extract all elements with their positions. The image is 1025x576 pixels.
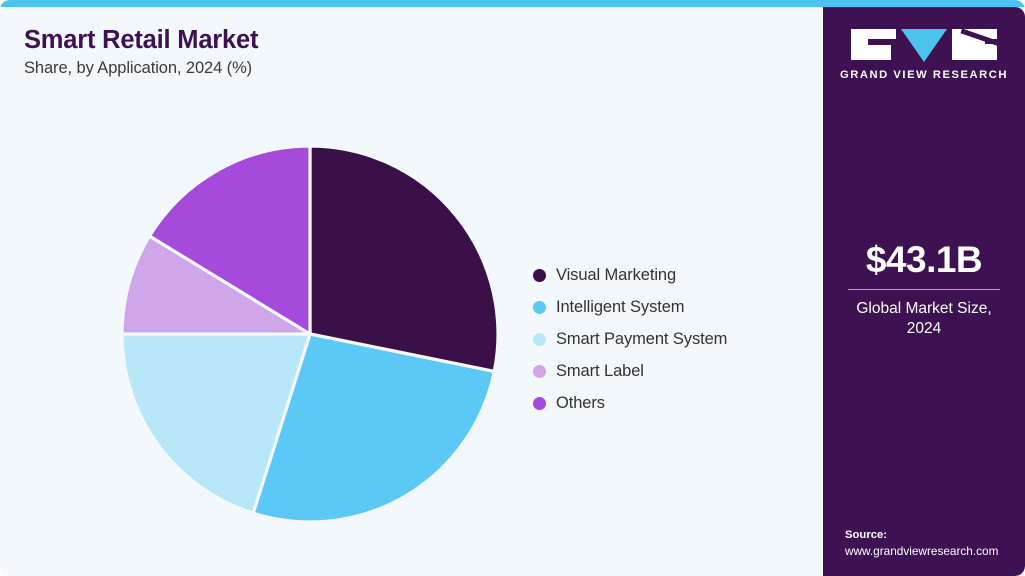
title-block: Smart Retail Market Share, by Applicatio… [24,26,258,78]
legend-swatch-icon [533,300,546,314]
legend-item[interactable]: Smart Payment System [533,323,727,355]
page-title: Smart Retail Market [24,26,259,54]
logo-letter-g-icon [851,29,896,60]
logo-wordmark: GRAND VIEW RESEARCH [839,69,1009,81]
stat-caption: Global Market Size, 2024 [856,299,992,337]
logo-marks [823,29,1025,62]
logo-letter-v-triangle-icon [901,29,947,62]
legend-swatch-icon [533,332,546,346]
source-url: www.grandviewresearch.com [845,543,999,558]
legend-swatch-icon [533,364,546,378]
top-accent-bar [0,0,1025,7]
pie-slice[interactable] [251,332,496,524]
chart-panel: Smart Retail Market Share, by Applicatio… [0,7,823,576]
pie-slice[interactable] [120,332,312,515]
pie-slice[interactable] [120,234,312,336]
pie-slice[interactable] [308,144,500,374]
brand-panel: GRAND VIEW RESEARCH $43.1B Global Market… [823,7,1025,576]
grand-view-research-logo: GRAND VIEW RESEARCH [823,29,1025,81]
source-block: Source: www.grandviewresearch.com [845,527,998,560]
legend-item[interactable]: Intelligent System [533,291,727,323]
legend-item[interactable]: Visual Marketing [533,259,727,291]
legend-swatch-icon [533,396,546,410]
pie-slice[interactable] [147,144,312,336]
stat-divider [848,288,1000,290]
chart-legend: Visual Marketing Intelligent System Smart … [533,259,727,419]
pie-chart-svg [120,144,500,524]
legend-label: Smart Label [556,361,644,380]
legend-item[interactable]: Others [533,387,727,419]
page-subtitle: Share, by Application, 2024 (%) [24,58,253,77]
legend-item[interactable]: Smart Label [533,355,727,387]
stat-value: $43.1B [865,239,983,280]
legend-label: Others [556,393,605,412]
headline-stat: $43.1B Global Market Size, 2024 [823,239,1025,339]
logo-letter-r-icon [952,29,997,60]
pie-chart [115,139,505,529]
legend-swatch-icon [533,268,546,282]
legend-label: Visual Marketing [556,265,677,284]
legend-label: Smart Payment System [556,329,728,348]
legend-label: Intelligent System [556,297,685,316]
source-label: Source: [845,528,888,541]
